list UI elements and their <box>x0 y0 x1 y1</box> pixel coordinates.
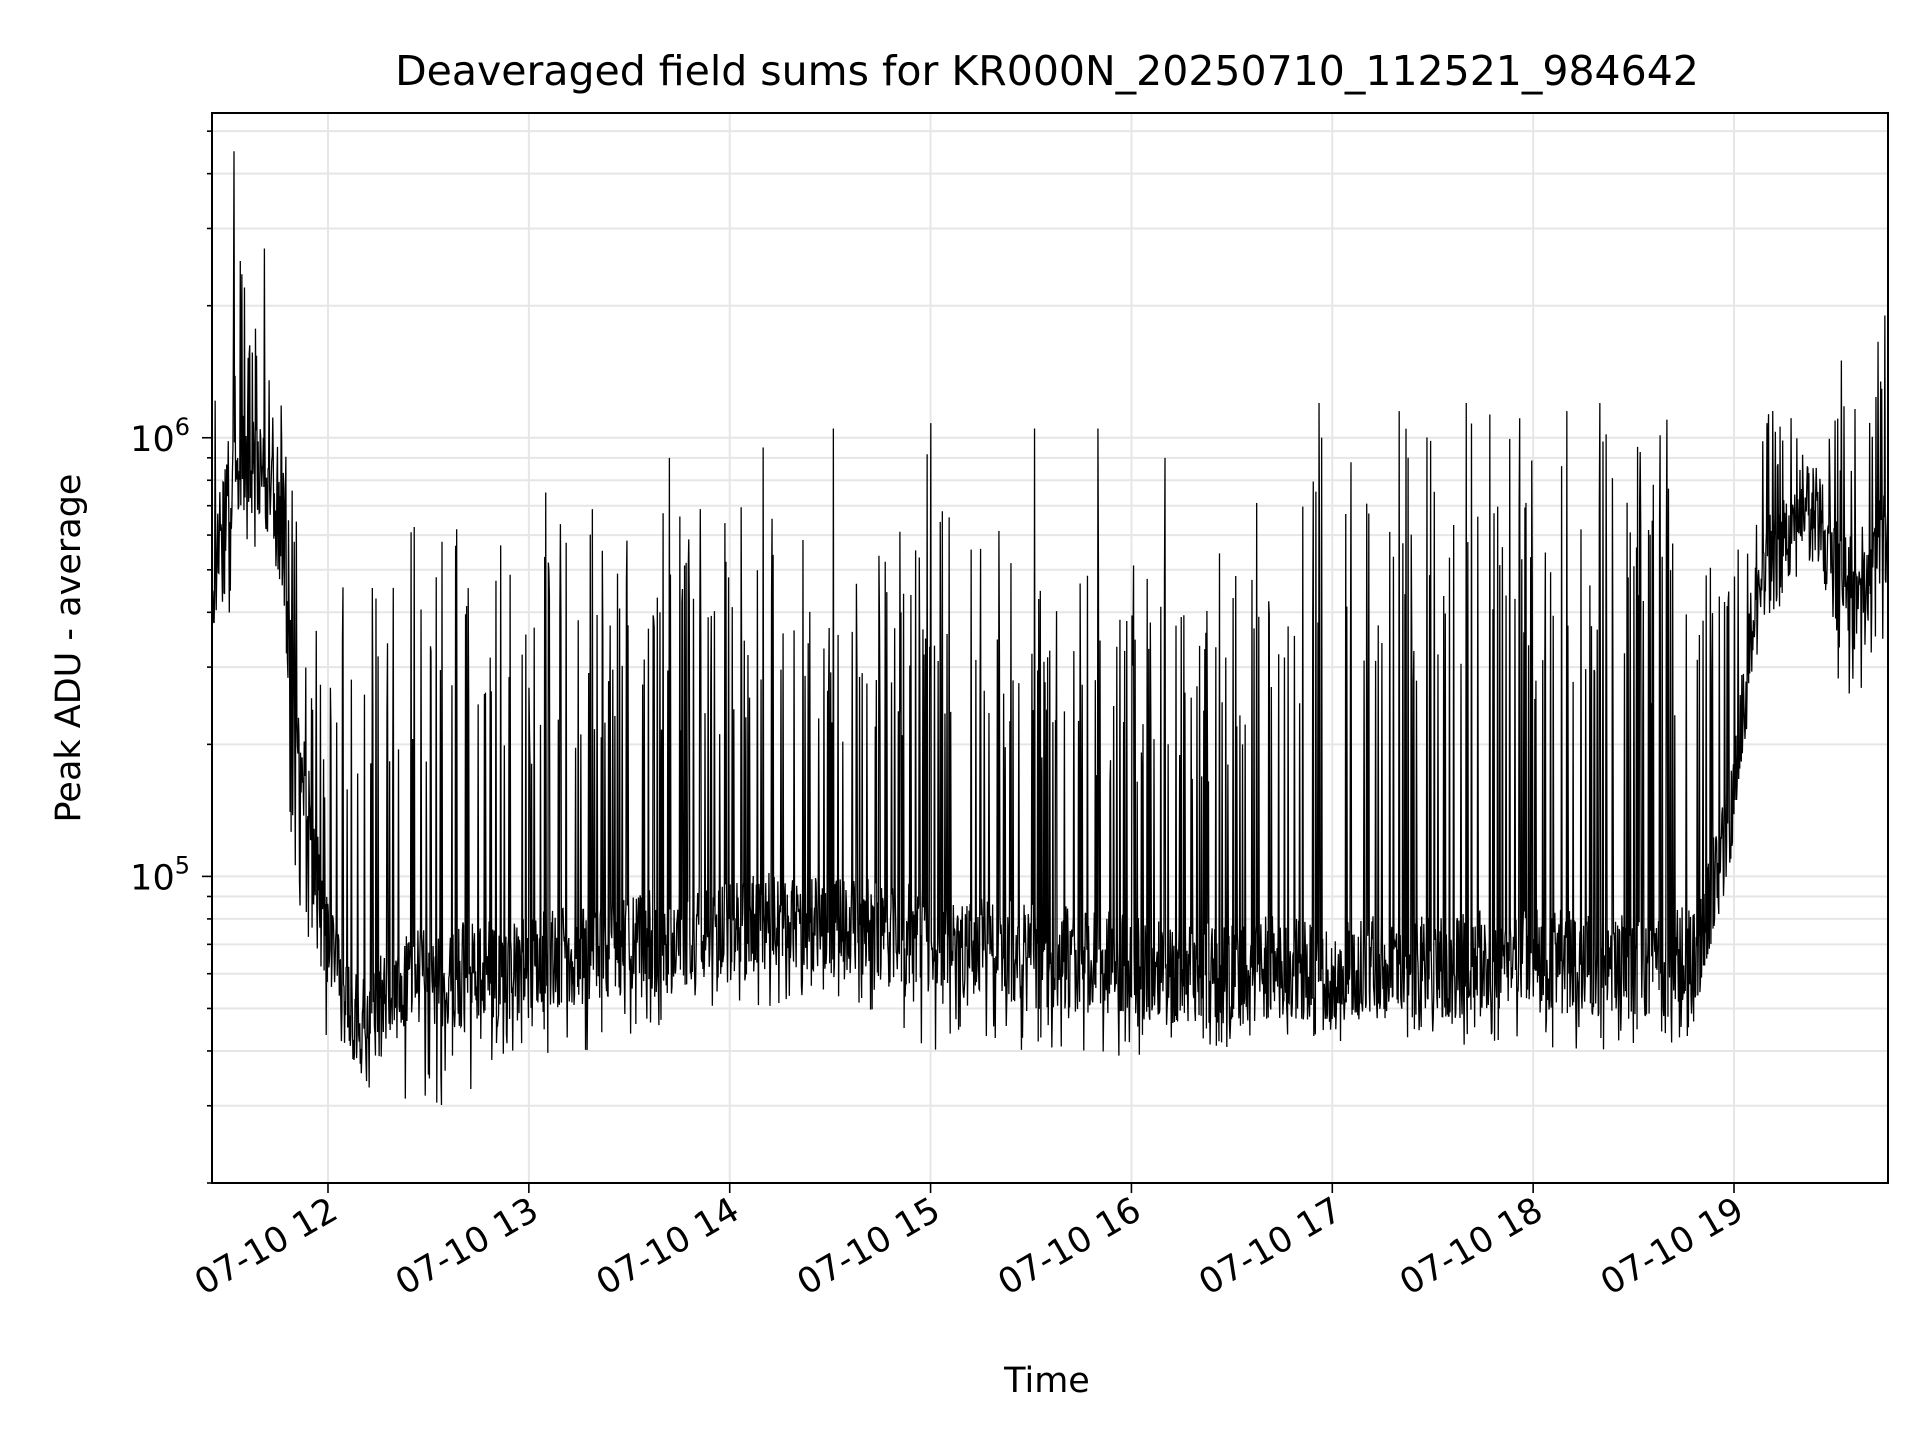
y-axis-ticks: 105 106 <box>130 130 212 1184</box>
x-axis-ticks: 07-10 12 07-10 13 07-10 14 07-10 15 07-10 16… <box>188 1183 1751 1303</box>
x-tick-label: 07-10 15 <box>791 1190 947 1303</box>
x-tick-label: 07-10 17 <box>1192 1190 1348 1303</box>
x-tick-label: 07-10 19 <box>1594 1190 1750 1303</box>
series-layer <box>211 151 1889 1106</box>
x-tick-label: 07-10 13 <box>389 1190 545 1303</box>
x-tick-label: 07-10 16 <box>992 1190 1148 1303</box>
x-tick-label: 07-10 12 <box>188 1190 344 1303</box>
plot-area-frame <box>211 112 1889 1184</box>
x-tick-label: 07-10 18 <box>1393 1190 1549 1303</box>
x-axis-label: Time <box>1003 1361 1090 1401</box>
x-tick-label: 07-10 14 <box>590 1190 746 1303</box>
series-line <box>211 151 1889 1106</box>
y-tick-label: 105 <box>130 851 190 898</box>
y-tick-label: 106 <box>130 413 190 460</box>
chart-title: Deaveraged field sums for KR000N_2025071… <box>395 47 1699 95</box>
y-axis-label: Peak ADU - average <box>49 474 89 823</box>
